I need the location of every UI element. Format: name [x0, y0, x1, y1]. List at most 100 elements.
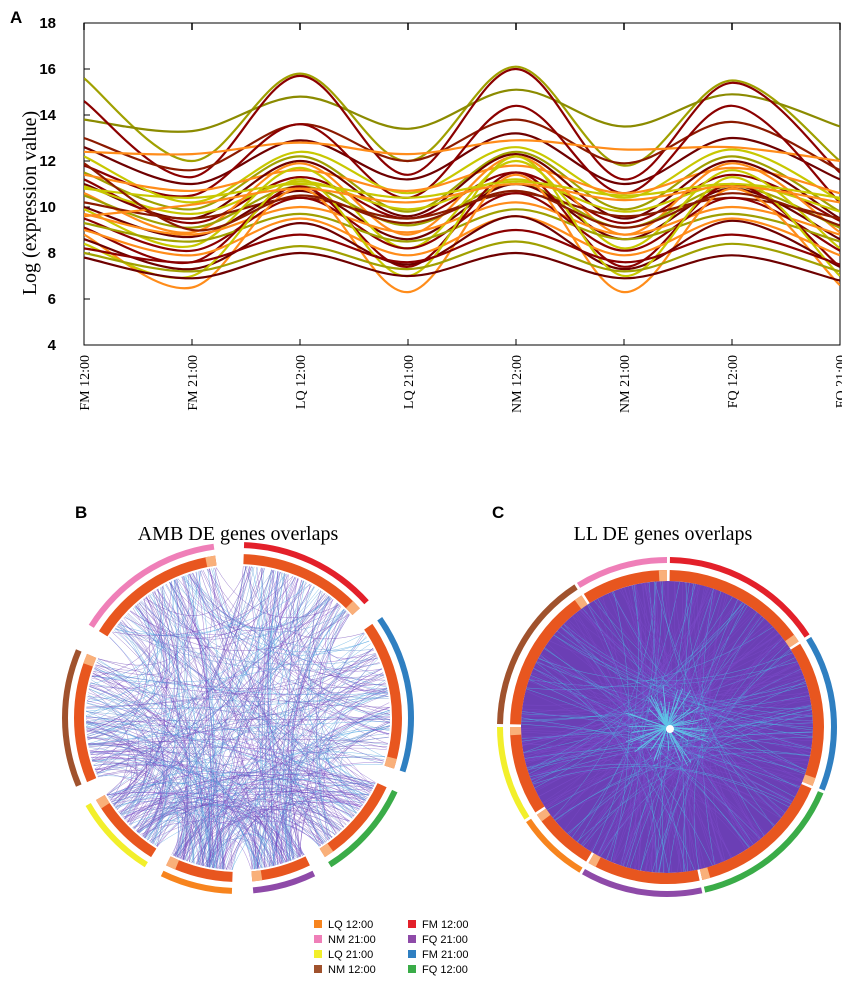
chord-link: [312, 590, 389, 695]
chord-link: [86, 702, 152, 817]
chord-link: [97, 658, 256, 870]
x-tick-label: LQ 12:00: [294, 355, 309, 409]
legend-label: FQ 21:00: [422, 934, 468, 946]
y-tick-label: 14: [39, 107, 56, 124]
chord-link: [223, 736, 389, 870]
chord-link: [325, 606, 376, 659]
sector-inner-arc: [536, 808, 592, 862]
chord-link: [648, 582, 664, 873]
chord-link: [567, 681, 806, 834]
chord-link: [89, 715, 390, 752]
chord-link: [206, 815, 303, 867]
chord-link: [682, 583, 694, 872]
chord-link: [306, 672, 384, 834]
sector-inner-tip: [588, 853, 601, 867]
chord-link: [602, 595, 625, 863]
chord-link: [531, 609, 755, 783]
legend-swatch: [314, 935, 322, 943]
sector-inner-arc: [588, 853, 700, 884]
chord-link: [191, 815, 326, 863]
series-line: [84, 201, 840, 236]
chord-link: [126, 775, 359, 823]
chord-link: [530, 599, 740, 781]
chord-link: [267, 570, 281, 864]
series-line: [84, 180, 840, 199]
chord-link: [646, 582, 754, 845]
chord-link: [209, 778, 373, 868]
sector-inner-arc: [583, 570, 667, 604]
chord-link: [201, 566, 244, 866]
chord-link: [623, 638, 784, 867]
chord-link: [88, 743, 164, 837]
chord-link: [85, 585, 165, 716]
chord-link: [552, 581, 657, 819]
chord-link: [574, 667, 801, 841]
y-axis-label: Log (expression value): [19, 111, 41, 295]
chord-link: [528, 601, 743, 775]
sector-outer-arc: [582, 869, 703, 897]
sector-inner-tip: [95, 795, 110, 809]
chord-link: [209, 568, 288, 862]
chord-link: [532, 596, 733, 784]
y-tick-label: 18: [39, 15, 56, 32]
chord-link: [119, 582, 308, 649]
chord-link: [696, 584, 760, 840]
chord-link: [531, 588, 713, 782]
sector-inner-arc: [510, 595, 588, 725]
y-tick-label: 10: [39, 199, 56, 216]
chord-link: [134, 606, 211, 867]
chord-link: [654, 581, 774, 827]
chord-link: [136, 566, 250, 832]
x-tick-label: FQ 21:00: [834, 355, 842, 408]
chord-link: [533, 768, 785, 814]
chord-link: [599, 637, 783, 857]
chord-link: [531, 671, 803, 696]
chord-link: [244, 566, 365, 640]
chord-link: [124, 576, 294, 820]
legend-swatch: [314, 920, 322, 928]
legend-swatch: [408, 965, 416, 973]
chord-link: [597, 586, 709, 856]
chord-link: [86, 729, 218, 869]
series-line: [84, 228, 840, 266]
chord-link: [184, 575, 370, 653]
legend-label: NM 12:00: [328, 964, 376, 976]
series-line: [84, 182, 840, 218]
chord-link: [554, 752, 811, 821]
chord-link: [522, 658, 797, 711]
chord-link: [618, 588, 811, 757]
chord-link: [112, 797, 333, 838]
chord-link: [228, 839, 272, 870]
chord-link: [278, 633, 365, 865]
sector-inner-arc: [790, 643, 824, 786]
center-ray: [666, 690, 691, 728]
series-lines: [84, 65, 840, 294]
chord-link: [298, 584, 337, 835]
chord-link: [134, 606, 204, 866]
chord-link: [276, 571, 390, 736]
y-tick-label: 8: [48, 245, 56, 262]
sector-inner-tip: [510, 727, 522, 736]
legend-swatch: [408, 935, 416, 943]
series-line: [84, 162, 840, 232]
sector-outer-arc: [328, 789, 398, 868]
chord-link: [192, 572, 324, 845]
chord-link: [85, 721, 323, 845]
series-line: [84, 118, 840, 172]
center-ray: [666, 706, 700, 728]
chord-link: [674, 581, 702, 870]
series-line: [84, 146, 840, 204]
chord-link: [291, 603, 339, 856]
chord-link: [129, 648, 374, 825]
chord-link: [86, 728, 211, 868]
y-tick-label: 16: [39, 61, 56, 78]
chord-link: [545, 584, 700, 809]
chord-link: [189, 573, 390, 735]
chord-link: [118, 624, 189, 857]
chord-link: [112, 576, 293, 637]
center-ray: [649, 726, 668, 731]
chord-link: [316, 610, 346, 840]
chord-link: [118, 784, 365, 813]
chord-link: [571, 583, 696, 838]
